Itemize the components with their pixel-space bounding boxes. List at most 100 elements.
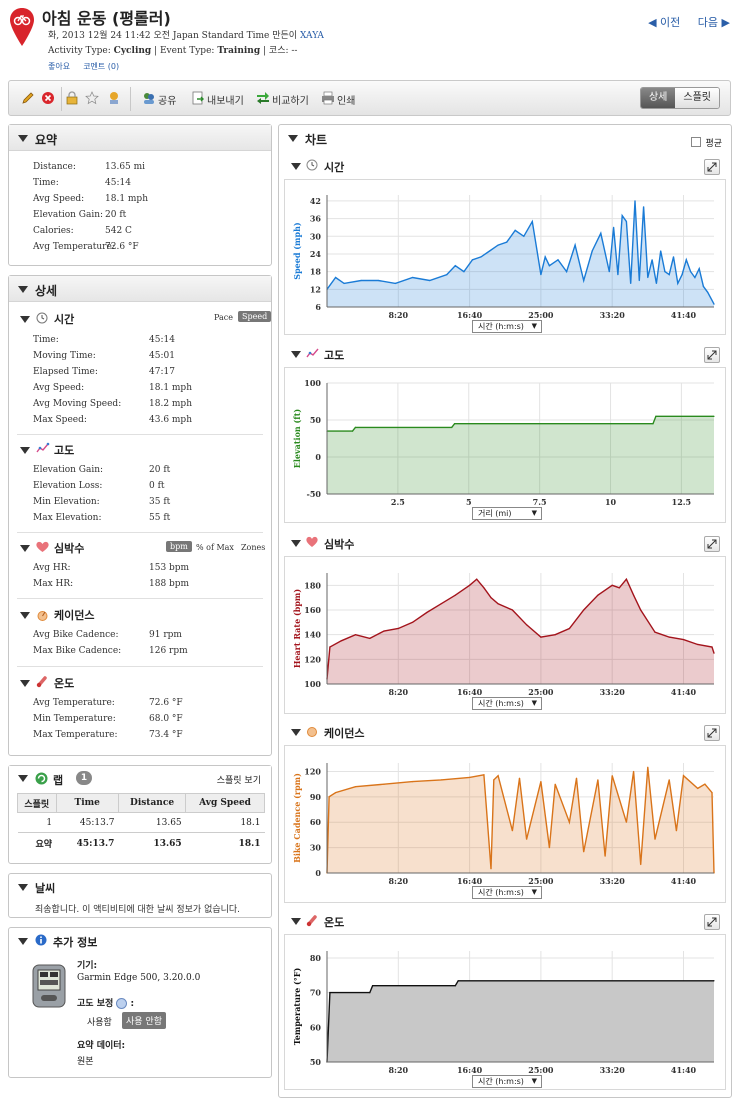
laps-col-split[interactable]: 스플릿 — [17, 793, 57, 813]
collapse-triangle-icon[interactable] — [291, 918, 301, 925]
delete-icon[interactable] — [41, 91, 55, 105]
lap-split-cell: 1 — [46, 817, 53, 828]
expand-chart-button[interactable] — [704, 536, 720, 552]
average-checkbox[interactable] — [691, 137, 701, 147]
stat-label: Min Temperature: — [33, 714, 116, 724]
zones-toggle[interactable]: Zones — [241, 543, 266, 552]
like-link[interactable]: 좋아요 — [48, 62, 71, 71]
expand-chart-button[interactable] — [704, 914, 720, 930]
export-icon[interactable] — [191, 91, 205, 105]
event-type-value[interactable]: Training — [217, 46, 261, 56]
elevation-correction-off[interactable]: 사용 안함 — [122, 1012, 166, 1029]
share-icon[interactable] — [142, 91, 156, 105]
stat-label: Avg Temperature: — [33, 242, 115, 252]
laps-col-time[interactable]: Time — [55, 793, 119, 813]
laps-header[interactable]: 랩 1 스플릿 보기 — [9, 766, 271, 790]
speed-toggle[interactable]: Speed — [238, 311, 272, 322]
elevation-section-toggle-icon[interactable] — [20, 447, 30, 454]
extra-info-title: 추가 정보 — [53, 936, 98, 949]
compare-button[interactable]: 비교하기 — [272, 96, 309, 107]
device-label: 기기: — [77, 961, 98, 971]
chart-title: 심박수 — [324, 538, 355, 551]
chart-box-cad — [284, 745, 726, 903]
x-axis-selector[interactable]: 시간 (h:m:s) — [472, 886, 542, 899]
collapse-triangle-icon[interactable] — [291, 163, 301, 170]
average-label: 평균 — [705, 139, 722, 149]
author-link[interactable]: XAYA — [299, 31, 324, 41]
x-axis-selector[interactable]: 시간 (h:m:s) — [472, 1075, 542, 1088]
expand-chart-button[interactable] — [704, 725, 720, 741]
split-view-button[interactable]: 스플릿 — [675, 88, 719, 108]
laps-col-distance[interactable]: Distance — [117, 793, 187, 813]
hr-section-toggle-icon[interactable] — [20, 545, 30, 552]
favorite-star-icon[interactable] — [85, 91, 99, 105]
chart-header-hr[interactable]: 심박수 — [284, 534, 726, 552]
chart-temp-icon — [306, 915, 317, 927]
laps-col-avg-speed[interactable]: Avg Speed — [185, 793, 265, 813]
summary-header[interactable]: 요약 — [9, 125, 271, 151]
collapse-triangle-icon[interactable] — [291, 729, 301, 736]
badge-icon[interactable] — [107, 91, 121, 105]
elevation-correction-on[interactable]: 사용함 — [87, 1018, 112, 1028]
stat-value: 35 ft — [149, 497, 171, 507]
detail-header[interactable]: 상세 — [9, 276, 271, 302]
summary-data-value: 원본 — [77, 1057, 94, 1067]
collapse-triangle-icon[interactable] — [18, 135, 28, 142]
collapse-triangle-icon[interactable] — [288, 135, 298, 142]
collapse-triangle-icon[interactable] — [18, 884, 28, 891]
expand-chart-button[interactable] — [704, 159, 720, 175]
percent-max-toggle[interactable]: % of Max — [196, 543, 234, 552]
split-view-link[interactable]: 스플릿 보기 — [216, 776, 261, 786]
expand-chart-button[interactable] — [704, 347, 720, 363]
chart-box-hr — [284, 556, 726, 714]
device-value: Garmin Edge 500, 3.20.0.0 — [77, 973, 201, 983]
chart-header-speed[interactable]: 시간 — [284, 157, 726, 175]
compare-icon[interactable] — [256, 91, 270, 105]
detail-panel: 상세 시간 Pace Speed Time: 45:14 Moving Time: 4… — [8, 275, 272, 756]
lock-icon[interactable] — [65, 91, 79, 105]
thermometer-icon — [36, 676, 47, 688]
chart-header-temp[interactable]: 온도 — [284, 912, 726, 930]
section-divider — [17, 598, 263, 599]
stat-label: Avg Speed: — [33, 194, 85, 204]
bpm-toggle[interactable]: bpm — [166, 541, 192, 552]
chart-header-elev[interactable]: 고도 — [284, 345, 726, 363]
activity-title[interactable]: 아침 운동 (평롤러) — [42, 9, 171, 28]
print-icon[interactable] — [321, 91, 335, 105]
collapse-triangle-icon[interactable] — [291, 540, 301, 547]
stat-label: Moving Time: — [33, 351, 96, 361]
expand-icon — [707, 539, 717, 549]
activity-date-line: 화, 2013 12월 24 11:42 오전 Japan Standard T… — [48, 28, 324, 41]
chart-header-cad[interactable]: 케이던스 — [284, 723, 726, 741]
share-button[interactable]: 공유 — [158, 96, 177, 107]
laps-count-badge: 1 — [76, 771, 92, 785]
x-axis-selector[interactable]: 시간 (h:m:s) — [472, 320, 542, 333]
activity-type-value[interactable]: Cycling — [113, 46, 152, 56]
help-icon[interactable] — [116, 998, 128, 1009]
x-axis-selector[interactable]: 시간 (h:m:s) — [472, 697, 542, 710]
x-axis-selector[interactable]: 거리 (mi) — [472, 507, 542, 520]
stat-value: 43.6 mph — [149, 415, 192, 425]
toolbar-separator — [130, 87, 131, 111]
prev-activity-button[interactable]: ◀ 이전 — [648, 16, 681, 29]
cadence-section-toggle-icon[interactable] — [20, 612, 30, 619]
temperature-section-toggle-icon[interactable] — [20, 680, 30, 687]
chart-hr-icon — [306, 536, 318, 547]
pace-toggle[interactable]: Pace — [214, 313, 234, 322]
next-activity-button[interactable]: 다음 ▶ — [697, 16, 730, 29]
stat-label: Elevation Gain: — [33, 465, 104, 475]
detail-view-button[interactable]: 상세 — [640, 88, 676, 108]
edit-pencil-icon[interactable] — [21, 91, 35, 105]
collapse-triangle-icon[interactable] — [18, 286, 28, 293]
collapse-triangle-icon[interactable] — [18, 938, 28, 945]
collapse-triangle-icon[interactable] — [291, 351, 301, 358]
print-button[interactable]: 인쇄 — [337, 96, 356, 107]
time-section-toggle-icon[interactable] — [20, 316, 30, 323]
export-button[interactable]: 내보내기 — [207, 96, 244, 107]
comments-link[interactable]: 코멘트 (0) — [83, 62, 120, 71]
table-row[interactable]: 1 45:13.7 13.65 18.1 — [18, 813, 265, 833]
collapse-triangle-icon[interactable] — [18, 775, 28, 782]
stat-value: 45:14 — [105, 178, 131, 188]
laps-panel: 랩 1 스플릿 보기 스플릿 Time Distance Avg Speed 1… — [8, 765, 272, 864]
laps-total-row: 요약 45:13.7 13.65 18.1 — [17, 832, 265, 855]
